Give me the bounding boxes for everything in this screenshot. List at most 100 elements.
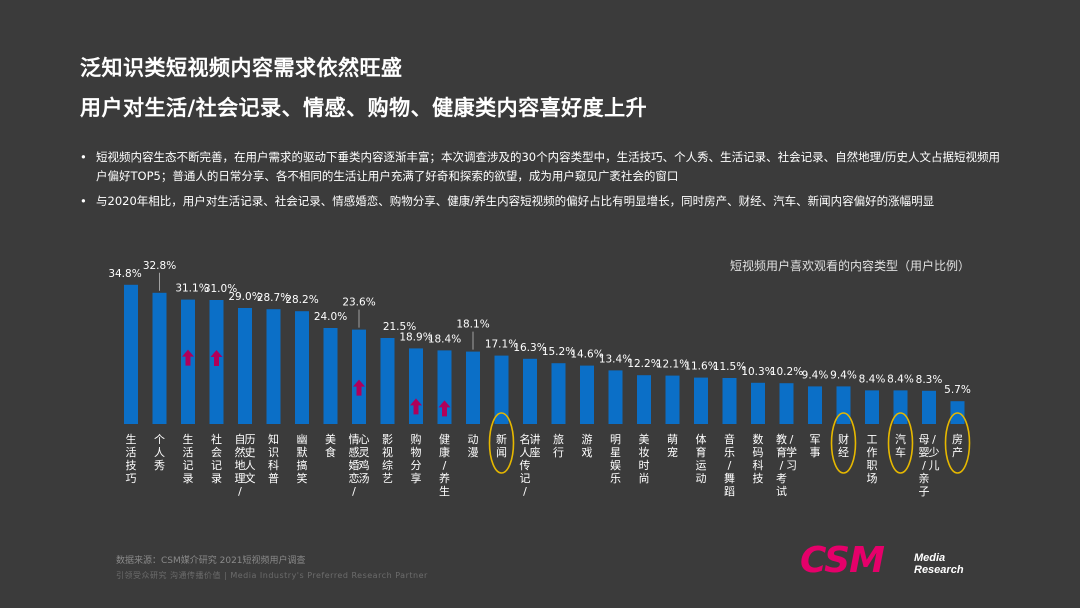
value-label: 11.5% bbox=[713, 361, 746, 373]
category-label-char: / bbox=[790, 433, 794, 446]
category-label-char: 物 bbox=[411, 445, 422, 459]
category-label-char: 美 bbox=[325, 433, 336, 446]
category-label-char: 明 bbox=[610, 433, 621, 446]
bar bbox=[865, 390, 879, 424]
category-label-char: 记 bbox=[183, 459, 194, 472]
category-label-char: / bbox=[523, 485, 527, 498]
category-label-char: 育 bbox=[776, 445, 787, 459]
category-label-char: 搞 bbox=[297, 458, 308, 472]
highlight-circle bbox=[944, 412, 971, 474]
value-label: 18.1% bbox=[456, 319, 489, 331]
value-label: 12.1% bbox=[656, 359, 689, 371]
highlight-circle bbox=[488, 412, 515, 474]
category-label-char: / bbox=[728, 459, 732, 472]
category-label-char: 考 bbox=[776, 472, 787, 485]
category-label-char: 生 bbox=[126, 432, 137, 446]
category-label-char: 宠 bbox=[667, 445, 678, 459]
category-label-char: 新 bbox=[496, 432, 507, 446]
category-label-char: 子 bbox=[919, 485, 930, 498]
bar bbox=[608, 370, 623, 424]
category-label-char: 购 bbox=[411, 432, 422, 446]
category-label-char: 笑 bbox=[297, 471, 308, 485]
category-label-char: 艺 bbox=[382, 472, 393, 485]
category-label-char: 房 bbox=[952, 433, 963, 446]
category-label-char: 生 bbox=[183, 432, 194, 446]
category-label-char: 汤 bbox=[359, 471, 370, 485]
category-label-char: 生 bbox=[439, 484, 450, 498]
logo-line2: Research bbox=[914, 564, 964, 576]
bullet-list: 短视频内容生态不断完善，在用户需求的驱动下垂类内容逐渐丰富；本次调查涉及的30个… bbox=[80, 148, 1010, 217]
category-label-char: 史 bbox=[245, 446, 256, 459]
value-label: 8.4% bbox=[887, 373, 914, 385]
category-label-char: 自 bbox=[235, 433, 246, 446]
category-label-char: 然 bbox=[235, 445, 246, 459]
category-label-char: 名 bbox=[520, 432, 531, 446]
logo-subtext: Media Research bbox=[914, 552, 964, 576]
highlight-circle bbox=[830, 412, 857, 474]
category-label-char: 恋 bbox=[349, 471, 360, 485]
value-label: 8.3% bbox=[916, 374, 943, 386]
category-label-char: 科 bbox=[268, 458, 279, 472]
value-label: 9.4% bbox=[802, 369, 829, 381]
value-label: 9.4% bbox=[830, 369, 857, 381]
category-label-char: 巧 bbox=[126, 472, 137, 485]
bar bbox=[152, 292, 167, 424]
value-label: 12.2% bbox=[627, 358, 660, 370]
category-label-char: / bbox=[932, 433, 936, 446]
category-label-char: 个 bbox=[154, 433, 165, 446]
chart-title: 短视频用户喜欢观看的内容类型（用户比例） bbox=[730, 258, 970, 273]
bar bbox=[893, 390, 908, 424]
category-label-char: 默 bbox=[297, 446, 308, 459]
category-label-char: 综 bbox=[382, 458, 393, 472]
category-label-char: 活 bbox=[126, 446, 137, 459]
category-label-char: 舞 bbox=[724, 472, 735, 485]
category-label-char: 职 bbox=[867, 459, 878, 472]
category-label-char: 萌 bbox=[667, 432, 678, 446]
category-label-char: / bbox=[352, 485, 356, 498]
category-label-char: 活 bbox=[183, 446, 194, 459]
category-label-char: 影 bbox=[382, 433, 393, 446]
category-label-char: 鸡 bbox=[359, 458, 370, 472]
category-label-char: 美 bbox=[639, 433, 650, 446]
logo-line1: Media bbox=[914, 552, 946, 564]
bar bbox=[722, 378, 737, 424]
category-label-char: 动 bbox=[696, 472, 707, 485]
category-label-char: 育 bbox=[696, 445, 707, 459]
category-label-char: 运 bbox=[696, 459, 707, 472]
category-label-char: 社 bbox=[211, 432, 222, 446]
category-label-char: 娱 bbox=[610, 458, 621, 472]
bar bbox=[494, 355, 509, 424]
value-label: 16.3% bbox=[513, 342, 546, 354]
page-title-line2: 用户对生活/社会记录、情感、购物、健康类内容喜好度上升 bbox=[80, 96, 648, 120]
category-label-char: 历 bbox=[245, 433, 256, 446]
category-label-char: 星 bbox=[610, 446, 621, 459]
bar bbox=[551, 363, 566, 424]
category-label-char: 汽 bbox=[895, 432, 906, 446]
category-label-char: 人 bbox=[520, 446, 531, 459]
category-label-char: 乐 bbox=[610, 472, 621, 485]
data-source: 数据来源：CSM媒介研究 2021短视频用户调查 bbox=[116, 556, 306, 566]
bar bbox=[523, 358, 537, 424]
category-label-char: 戏 bbox=[582, 446, 593, 459]
category-label-char: 学 bbox=[786, 445, 797, 459]
category-label-char: 视 bbox=[382, 445, 393, 459]
bar bbox=[637, 375, 651, 424]
category-label-char: 少 bbox=[929, 446, 940, 459]
category-label-char: 食 bbox=[325, 445, 336, 459]
value-label: 32.8% bbox=[143, 260, 176, 272]
category-label-char: 闻 bbox=[496, 445, 507, 459]
category-label-char: 人 bbox=[154, 446, 165, 459]
category-label-char: 音 bbox=[724, 432, 735, 446]
category-label-char: 记 bbox=[520, 472, 531, 485]
value-label: 5.7% bbox=[944, 384, 971, 396]
value-label: 34.8% bbox=[108, 268, 141, 280]
category-label-char: 码 bbox=[753, 446, 764, 459]
highlight-circle bbox=[887, 412, 914, 474]
value-label: 8.4% bbox=[859, 373, 886, 385]
value-label: 10.3% bbox=[741, 366, 774, 378]
value-label: 31.0% bbox=[204, 283, 237, 295]
category-label-char: 亲 bbox=[919, 471, 930, 485]
value-label: 31.1% bbox=[175, 283, 208, 295]
category-label-char: 科 bbox=[753, 458, 764, 472]
